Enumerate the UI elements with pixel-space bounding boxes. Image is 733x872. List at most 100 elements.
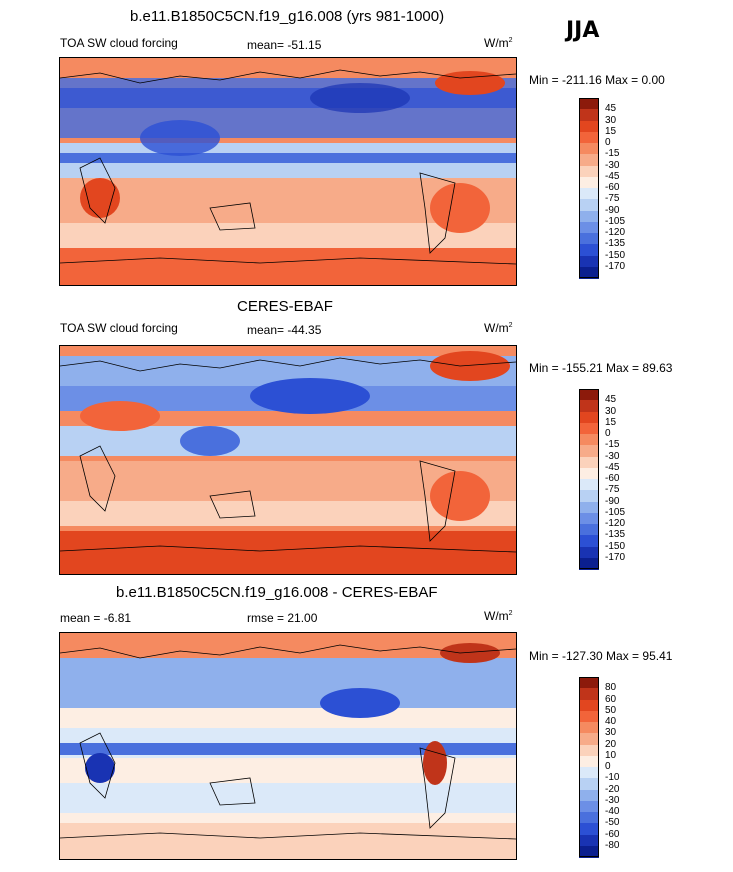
colorbar-tick-label: -170 xyxy=(605,551,626,563)
colorbar-cell xyxy=(579,789,599,802)
colorbar-cell xyxy=(579,677,599,689)
panel-1-mean: mean= -51.15 xyxy=(247,38,322,52)
colorbar-tick-label: -45 xyxy=(605,170,620,182)
panel-2-map xyxy=(59,345,517,575)
colorbar-tick-label: -40 xyxy=(605,806,620,817)
colorbar-tick-label: -120 xyxy=(605,518,626,529)
colorbar-tick-label: 80 xyxy=(605,682,617,694)
panel-2-minmax: Min = -155.21 Max = 89.63 xyxy=(529,361,673,375)
colorbar-tick-label: 15 xyxy=(605,416,617,428)
colorbar-cell xyxy=(579,744,599,757)
panel-3-colorbar: 80 60 50 40 30 20 10 0 -10 -20 -30 -40 -50 -60 -80 xyxy=(579,677,649,858)
panel-3-minmax: Min = -127.30 Max = 95.41 xyxy=(529,649,673,663)
colorbar-tick-label: -75 xyxy=(605,484,620,496)
colorbar-cell xyxy=(579,467,599,480)
colorbar-cell xyxy=(579,266,599,279)
colorbar-cell xyxy=(579,557,599,570)
colorbar-frame xyxy=(579,389,599,569)
panel-2-title: CERES-EBAF xyxy=(237,298,333,315)
colorbar-cell xyxy=(579,699,599,712)
colorbar-tick-label: 30 xyxy=(605,405,617,417)
colorbar-tick-label: -75 xyxy=(605,193,620,205)
colorbar-cell xyxy=(579,479,599,491)
colorbar-tick-label: -60 xyxy=(605,182,620,193)
colorbar-tick-label: -50 xyxy=(605,817,620,829)
colorbar-tick-label: -90 xyxy=(605,495,620,507)
colorbar-tick-label: -30 xyxy=(605,450,620,462)
colorbar-frame xyxy=(579,98,599,278)
colorbar-cell xyxy=(579,546,599,559)
colorbar-tick-label: 50 xyxy=(605,704,617,716)
panel-3-unit: W/m2 xyxy=(484,609,513,623)
colorbar-cell xyxy=(579,456,599,469)
colorbar-frame xyxy=(579,677,599,857)
colorbar-cell xyxy=(579,165,599,178)
colorbar-cell xyxy=(579,422,599,435)
colorbar-cell xyxy=(579,98,599,110)
colorbar-tick-label: -135 xyxy=(605,238,626,250)
colorbar-cell xyxy=(579,778,599,790)
colorbar-tick-label: -60 xyxy=(605,828,620,840)
colorbar-tick-label: -90 xyxy=(605,204,620,216)
panel-1-colorbar: 45 30 15 0 -15 -30 -45 -60 -75 -90 -105 -120 -135 -15… xyxy=(579,98,649,279)
colorbar-cell xyxy=(579,722,599,734)
colorbar-tick-label: -10 xyxy=(605,772,620,784)
colorbar-tick-label: 0 xyxy=(605,761,611,772)
colorbar-cell xyxy=(579,501,599,514)
colorbar-cell xyxy=(579,845,599,858)
panel-1-left-label: TOA SW cloud forcing xyxy=(60,36,178,50)
colorbar-cell xyxy=(579,255,599,268)
colorbar-tick-label: -15 xyxy=(605,148,620,160)
colorbar-tick-label: -105 xyxy=(605,215,626,227)
colorbar-tick-label: 30 xyxy=(605,114,617,126)
colorbar-tick-label: -20 xyxy=(605,783,620,795)
colorbar-cell xyxy=(579,823,599,835)
colorbar-cell xyxy=(579,755,599,768)
colorbar-cell xyxy=(579,812,599,824)
colorbar-tick-label: -30 xyxy=(605,159,620,171)
colorbar-cell xyxy=(579,154,599,166)
colorbar-tick-label: -30 xyxy=(605,794,620,806)
colorbar-cell xyxy=(579,400,599,412)
panel-3-rmse: rmse = 21.00 xyxy=(247,611,318,625)
colorbar-cell xyxy=(579,233,599,245)
colorbar-tick-label: -170 xyxy=(605,260,626,272)
colorbar-cell xyxy=(579,688,599,700)
panel-1-map xyxy=(59,57,517,286)
colorbar-cell xyxy=(579,120,599,133)
colorbar-cell xyxy=(579,109,599,121)
colorbar-cell xyxy=(579,221,599,234)
panel-1-minmax: Min = -211.16 Max = 0.00 xyxy=(529,73,665,87)
panel-2-mean: mean= -44.35 xyxy=(247,323,322,337)
panel-2-left-label: TOA SW cloud forcing xyxy=(60,321,178,335)
colorbar-cell xyxy=(579,767,599,779)
colorbar-cell xyxy=(579,710,599,723)
colorbar-cell xyxy=(579,176,599,189)
colorbar-cell xyxy=(579,244,599,256)
panel-3-title: b.e11.B1850C5CN.f19_g16.008 - CERES-EBAF xyxy=(116,584,438,601)
colorbar-tick-label: -45 xyxy=(605,461,620,473)
colorbar-cell xyxy=(579,524,599,536)
colorbar-cell xyxy=(579,389,599,401)
colorbar-tick-label: 40 xyxy=(605,716,617,727)
colorbar-cell xyxy=(579,131,599,144)
colorbar-cell xyxy=(579,143,599,155)
colorbar-tick-label: -105 xyxy=(605,506,626,518)
colorbar-tick-label: 60 xyxy=(605,693,617,705)
colorbar-tick-label: 30 xyxy=(605,727,617,739)
panel-3-map xyxy=(59,632,517,860)
colorbar-tick-label: -150 xyxy=(605,540,626,552)
colorbar-cell xyxy=(579,411,599,424)
panel-3-mean: mean = -6.81 xyxy=(60,611,132,625)
colorbar-cell xyxy=(579,834,599,847)
colorbar-tick-label: -60 xyxy=(605,473,620,484)
colorbar-cell xyxy=(579,512,599,525)
season-label: JJA xyxy=(566,18,600,43)
colorbar-cell xyxy=(579,199,599,211)
colorbar-cell xyxy=(579,210,599,223)
colorbar-tick-label: 0 xyxy=(605,137,611,148)
colorbar-tick-label: 10 xyxy=(605,749,617,761)
colorbar-tick-label: -80 xyxy=(605,839,620,851)
colorbar-cell xyxy=(579,188,599,200)
colorbar-tick-label: 45 xyxy=(605,103,617,115)
